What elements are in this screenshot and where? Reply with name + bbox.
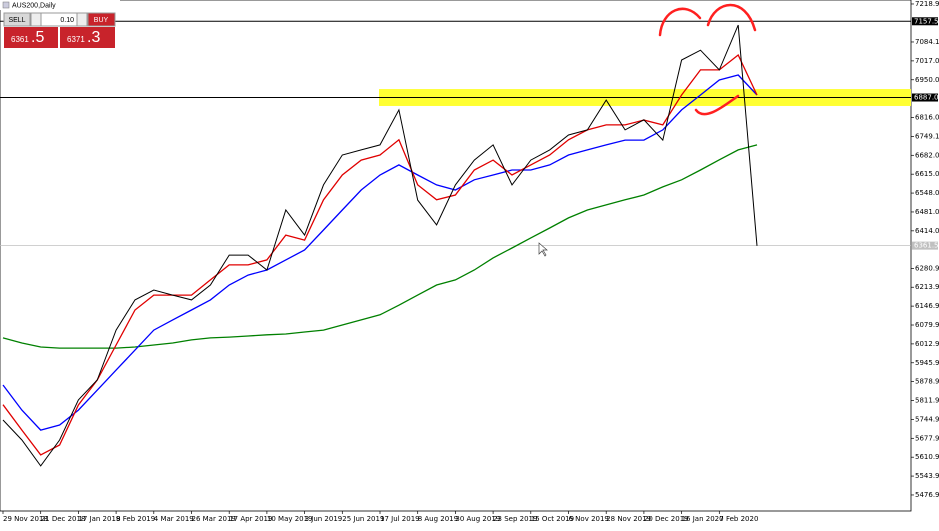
x-tick-label: 29 Nov 2018	[3, 515, 48, 523]
x-tick-label: 8 Aug 2019	[418, 515, 458, 523]
y-tick-label: 7017.0	[915, 57, 939, 65]
x-tick-label: 7 Feb 2020	[719, 515, 758, 523]
y-tick-label: 5744.9	[915, 415, 939, 423]
x-tick-label: 16 Jan 2020	[682, 515, 724, 523]
x-tick-label: 26 Mar 2019	[192, 515, 236, 523]
sell-price-main[interactable]: 6361	[11, 35, 29, 44]
volume[interactable]: 0.10	[60, 17, 74, 24]
title-bar	[0, 0, 120, 10]
volume-down[interactable]	[30, 12, 42, 27]
x-tick-label: 21 Dec 2018	[41, 515, 86, 523]
x-tick-label: 15 Oct 2019	[531, 515, 574, 523]
window-title: AUS200,Daily	[12, 2, 56, 9]
level-box	[912, 17, 938, 26]
current-price-label: 6361.5	[914, 242, 939, 250]
y-tick-label: 6615.0	[915, 170, 939, 178]
y-tick-label: 6548.0	[915, 189, 939, 197]
series-line	[2, 144, 758, 349]
y-tick-label: 7218.9	[915, 0, 939, 8]
y-tick-label: 6012.9	[915, 340, 939, 348]
level-label: 6887.0	[914, 94, 939, 102]
x-tick-label: 20 Dec 2019	[644, 515, 689, 523]
y-tick-label: 5610.9	[915, 453, 939, 461]
x-tick-label: 17 Jul 2019	[380, 515, 420, 523]
series-line	[2, 24, 758, 467]
y-tick-label: 6146.9	[915, 302, 939, 310]
plot-frame	[0, 0, 912, 512]
sell-button[interactable]	[3, 12, 31, 27]
sell-price-box[interactable]	[4, 27, 58, 48]
annotations	[658, 3, 757, 116]
annotation-curve	[658, 7, 702, 37]
x-tick-label: 25 Jun 2019	[342, 515, 384, 523]
plot	[0, 20, 911, 467]
y-tick-label: 6280.9	[915, 264, 939, 272]
sell-label[interactable]: SELL	[8, 17, 25, 24]
y-tick-label: 6749.1	[915, 132, 939, 140]
y-tick-label: 6950.0	[915, 76, 939, 84]
y-tick-label: 6481.0	[915, 208, 939, 216]
mouse-cursor	[538, 242, 548, 257]
buy-price-main[interactable]: 6371	[67, 35, 85, 44]
y-tick-label: 6414.0	[915, 227, 939, 235]
y-tick-label: 5811.9	[915, 397, 939, 405]
trade-panel: AUS200,Daily SELL 0.10 BUY 6361 .5 6371 …	[0, 0, 120, 48]
x-tick-label: 10 May 2019	[267, 515, 313, 523]
volume-up[interactable]	[76, 12, 88, 27]
series-line	[2, 74, 758, 431]
y-tick-label: 6213.9	[915, 283, 939, 291]
x-tick-label: 28 Nov 2019	[606, 515, 651, 523]
annotation-curve	[694, 94, 740, 116]
y-tick-label: 5677.9	[915, 434, 939, 442]
buy-button[interactable]	[87, 12, 116, 27]
annotation-curve	[706, 3, 757, 32]
y-tick-label: 5945.9	[915, 359, 939, 367]
y-tick-label: 5878.9	[915, 378, 939, 386]
y-tick-label: 6079.9	[915, 321, 939, 329]
icon	[2, 1, 10, 9]
y-tick-label: 5543.9	[915, 472, 939, 480]
series-line	[2, 53, 758, 456]
sell-price-frac[interactable]: .5	[31, 29, 44, 46]
y-tick-label: 6816.0	[915, 114, 939, 122]
x-tick-label: 23 Sep 2019	[493, 515, 537, 523]
y-tick-label: 5476.9	[915, 491, 939, 499]
buy-price-box[interactable]	[60, 27, 115, 48]
level-label: 7157.5	[914, 17, 939, 25]
x-tick-label: 3 Jun 2019	[305, 515, 343, 523]
x-tick-label: 17 Jan 2019	[78, 515, 120, 523]
level-box	[912, 93, 938, 102]
buy-price-frac[interactable]: .3	[87, 29, 100, 46]
x-tick-label: 6 Nov 2019	[569, 515, 609, 523]
y-tick-label: 7084.1	[915, 38, 939, 46]
x-tick-label: 4 Mar 2019	[154, 515, 194, 523]
x-tick-label: 8 Feb 2019	[116, 515, 155, 523]
x-tick-label: 30 Aug 2019	[455, 515, 500, 523]
buy-label[interactable]: BUY	[94, 17, 109, 24]
current-price-box	[912, 241, 938, 250]
x-tick-label: 17 Apr 2019	[229, 515, 272, 523]
y-tick-label: 6682.0	[915, 151, 939, 159]
